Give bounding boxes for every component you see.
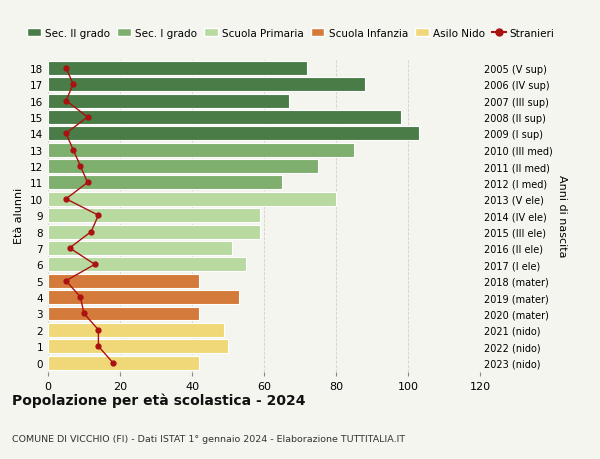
- Bar: [48, 111, 401, 125]
- Bar: [48, 340, 228, 353]
- Text: COMUNE DI VICCHIO (FI) - Dati ISTAT 1° gennaio 2024 - Elaborazione TUTTITALIA.IT: COMUNE DI VICCHIO (FI) - Dati ISTAT 1° g…: [12, 434, 405, 442]
- Bar: [48, 160, 318, 174]
- Bar: [48, 176, 282, 190]
- Bar: [48, 192, 336, 207]
- Bar: [48, 78, 365, 92]
- Bar: [48, 258, 246, 272]
- Bar: [48, 225, 260, 239]
- Legend: Sec. II grado, Sec. I grado, Scuola Primaria, Scuola Infanzia, Asilo Nido, Stran: Sec. II grado, Sec. I grado, Scuola Prim…: [23, 24, 559, 43]
- Bar: [48, 323, 224, 337]
- Y-axis label: Età alunni: Età alunni: [14, 188, 25, 244]
- Bar: [48, 209, 260, 223]
- Bar: [48, 291, 239, 304]
- Bar: [48, 95, 289, 108]
- Text: Popolazione per età scolastica - 2024: Popolazione per età scolastica - 2024: [12, 392, 305, 407]
- Bar: [48, 356, 199, 370]
- Bar: [48, 127, 419, 141]
- Bar: [48, 274, 199, 288]
- Bar: [48, 307, 199, 321]
- Bar: [48, 143, 354, 157]
- Y-axis label: Anni di nascita: Anni di nascita: [557, 174, 567, 257]
- Bar: [48, 241, 232, 255]
- Bar: [48, 62, 307, 76]
